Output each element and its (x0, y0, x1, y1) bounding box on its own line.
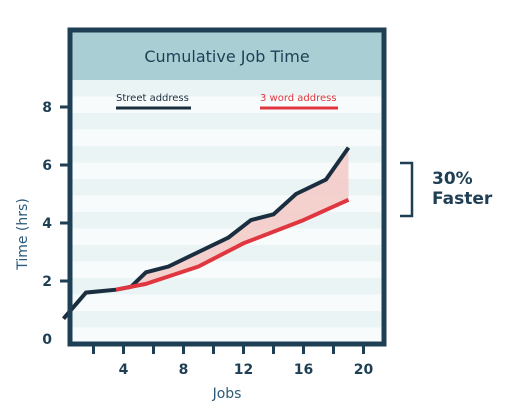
callout-percent: 30% (432, 169, 473, 189)
x-tick-label: 12 (234, 362, 253, 378)
y-tick-label: 0 (42, 332, 52, 348)
chart-stripe (72, 212, 382, 229)
callout-faster: Faster (432, 189, 493, 209)
y-tick-label: 4 (42, 216, 52, 232)
chart-stripe (72, 311, 382, 328)
chart-stripe (72, 327, 382, 344)
x-tick-label: 16 (294, 362, 313, 378)
series-line-3word (115, 197, 350, 292)
x-tick-label: 8 (179, 362, 189, 378)
legend-label-street: Street address (116, 93, 189, 104)
x-tick-label: 4 (119, 362, 129, 378)
chart-stripe (72, 113, 382, 130)
chart-stripe (72, 278, 382, 295)
x-axis-ticks: 4 8 12 16 20 (92, 344, 374, 378)
chart-stripe (72, 261, 382, 278)
x-tick-label: 20 (354, 362, 374, 378)
chart-stripe (72, 80, 382, 97)
chart-stripe (72, 294, 382, 311)
chart-stripe (72, 129, 382, 146)
chart-stripes (72, 80, 382, 344)
y-tick-label: 6 (42, 158, 52, 174)
y-axis-ticks: 0 2 4 6 8 (42, 100, 70, 348)
chart-stripe (72, 162, 382, 179)
callout-bracket (400, 161, 414, 218)
chart-frame (67, 27, 387, 347)
chart-stripe (72, 146, 382, 163)
x-axis-label: Jobs (212, 386, 242, 402)
title-bar (70, 30, 384, 80)
chart-title: Cumulative Job Time (144, 47, 309, 66)
y-axis-label: Time (hrs) (15, 198, 31, 271)
legend-label-3word: 3 word address (260, 93, 337, 104)
y-tick-label: 8 (42, 100, 52, 116)
y-tick-label: 2 (42, 274, 52, 290)
